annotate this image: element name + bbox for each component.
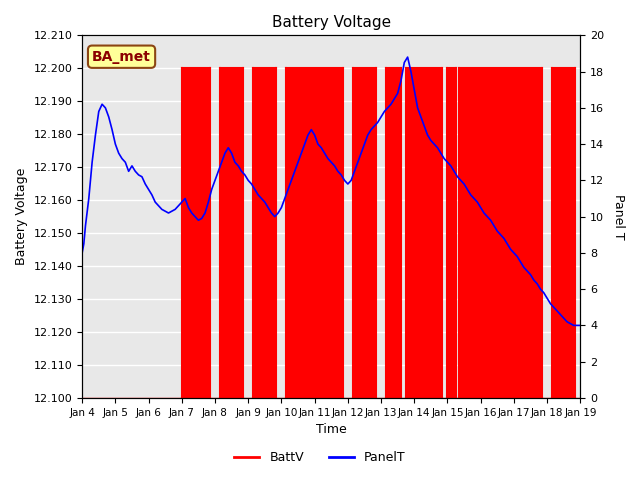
Text: BA_met: BA_met	[92, 50, 151, 64]
X-axis label: Time: Time	[316, 423, 347, 436]
Y-axis label: Panel T: Panel T	[612, 194, 625, 240]
Legend: BattV, PanelT: BattV, PanelT	[229, 446, 411, 469]
Y-axis label: Battery Voltage: Battery Voltage	[15, 168, 28, 265]
Title: Battery Voltage: Battery Voltage	[271, 15, 391, 30]
